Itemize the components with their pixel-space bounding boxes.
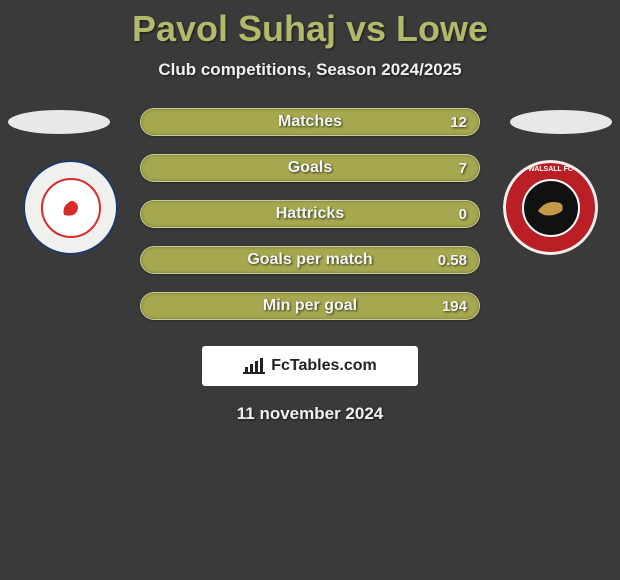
stat-row-mpg: Min per goal 194 bbox=[140, 292, 480, 320]
stat-right-value: 7 bbox=[459, 160, 467, 177]
walsall-text-top: WALSALL FC bbox=[503, 166, 598, 173]
walsall-badge-outer: WALSALL FC bbox=[503, 160, 598, 255]
flag-right bbox=[510, 110, 612, 134]
stat-row-matches: Matches 12 bbox=[140, 108, 480, 136]
crewe-badge-outer: CREWE ALEXANDRA FOOTBALL CLUB bbox=[23, 160, 118, 255]
stat-right-value: 194 bbox=[442, 298, 467, 315]
comparison-panel: CREWE ALEXANDRA FOOTBALL CLUB WALSALL FC… bbox=[0, 108, 620, 338]
walsall-badge-inner bbox=[522, 179, 580, 237]
crewe-badge-inner bbox=[41, 178, 101, 238]
lion-icon bbox=[56, 193, 86, 223]
brand-label: FcTables.com bbox=[271, 357, 377, 375]
flag-left bbox=[8, 110, 110, 134]
club-badge-left: CREWE ALEXANDRA FOOTBALL CLUB bbox=[23, 160, 118, 255]
page-title: Pavol Suhaj vs Lowe bbox=[0, 0, 620, 50]
stat-row-gpm: Goals per match 0.58 bbox=[140, 246, 480, 274]
stat-label: Goals bbox=[141, 159, 479, 177]
subtitle: Club competitions, Season 2024/2025 bbox=[0, 60, 620, 80]
stat-right-value: 0.58 bbox=[438, 252, 467, 269]
brand-box: FcTables.com bbox=[202, 346, 418, 386]
stat-right-value: 0 bbox=[459, 206, 467, 223]
stat-bars: Matches 12 Goals 7 Hattricks 0 Goals per… bbox=[140, 108, 480, 338]
stat-label: Goals per match bbox=[141, 251, 479, 269]
stat-row-goals: Goals 7 bbox=[140, 154, 480, 182]
stat-label: Matches bbox=[141, 113, 479, 131]
stat-label: Hattricks bbox=[141, 205, 479, 223]
stat-right-value: 12 bbox=[450, 114, 467, 131]
club-badge-right: WALSALL FC bbox=[503, 160, 598, 255]
date-label: 11 november 2024 bbox=[0, 404, 620, 424]
stat-row-hattricks: Hattricks 0 bbox=[140, 200, 480, 228]
chart-icon bbox=[243, 357, 265, 375]
swift-icon bbox=[534, 191, 568, 225]
stat-label: Min per goal bbox=[141, 297, 479, 315]
